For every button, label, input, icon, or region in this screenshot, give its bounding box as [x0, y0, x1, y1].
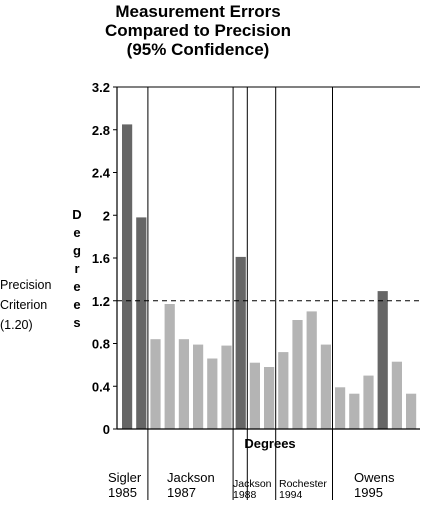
- y-axis-label-letter: r: [74, 261, 79, 276]
- chart-title-line: (95% Confidence): [127, 40, 270, 59]
- x-axis-label: Degrees: [244, 436, 295, 451]
- group-label: Jackson: [167, 470, 215, 485]
- reference-line-label: Criterion: [0, 298, 47, 312]
- bar-3-1: [264, 367, 275, 429]
- group-label-year: 1987: [167, 485, 196, 500]
- group-label-year: 1994: [279, 489, 303, 500]
- group-label-year: 1988: [233, 489, 257, 500]
- y-tick-label: 1.2: [92, 294, 110, 309]
- bar-1-5: [221, 345, 232, 429]
- y-axis-label-letter: g: [73, 243, 81, 258]
- y-axis-label-letter: s: [73, 315, 80, 330]
- group-labels: Sigler1985Jackson1987Jackson1988Rocheste…: [108, 470, 395, 501]
- group-label-year: 1995: [354, 485, 383, 500]
- x-axis-label: Degrees: [244, 436, 295, 451]
- y-ticks: 0 0.4 0.8 1.2 1.6 2 2.4 2.8 3.2: [92, 80, 117, 437]
- reference-line-group: Precision Criterion (1.20): [0, 278, 420, 332]
- group-label: Jackson: [233, 478, 272, 490]
- y-tick-label: 0: [103, 422, 110, 437]
- y-tick-label: 2.4: [92, 166, 111, 181]
- y-axis-label-letter: e: [73, 297, 80, 312]
- y-tick-label: 2: [103, 208, 110, 223]
- bar-4-3: [320, 344, 331, 429]
- bar-5-5: [406, 393, 417, 429]
- y-tick-label: 0.8: [92, 337, 110, 352]
- bar-5-4: [391, 361, 402, 429]
- bar-0-0: [122, 124, 133, 430]
- bar-5-1: [349, 393, 360, 429]
- chart-title-line: Compared to Precision: [105, 21, 291, 40]
- bar-5-0: [335, 387, 346, 429]
- bar-4-0: [278, 352, 289, 429]
- group-separators: [147, 87, 333, 500]
- bar-1-4: [207, 358, 218, 429]
- bar-1-1: [164, 304, 175, 429]
- bar-1-0: [150, 339, 161, 429]
- bar-1-3: [193, 344, 204, 429]
- bar-2-0: [235, 256, 246, 429]
- bar-1-2: [178, 339, 189, 429]
- bar-0-1: [136, 217, 147, 429]
- reference-line-label: Precision: [0, 278, 51, 292]
- bars: [122, 124, 417, 430]
- y-tick-label: 0.4: [92, 379, 111, 394]
- chart-title-line: Measurement Errors: [115, 2, 280, 21]
- reference-line-label: (1.20): [0, 318, 33, 332]
- group-label-year: 1985: [108, 485, 137, 500]
- bar-4-1: [292, 320, 303, 429]
- bar-5-2: [363, 375, 374, 429]
- y-axis-label-letter: e: [73, 279, 80, 294]
- bar-4-2: [306, 311, 317, 429]
- y-axis-label: Degrees: [72, 207, 81, 330]
- y-tick-label: 1.6: [92, 251, 110, 266]
- group-label: Rochester: [279, 478, 327, 490]
- bar-3-0: [249, 362, 260, 429]
- group-label: Owens: [354, 470, 395, 485]
- group-label: Sigler: [108, 470, 142, 485]
- y-axis-label-letter: D: [72, 207, 81, 222]
- y-tick-label: 3.2: [92, 80, 110, 95]
- y-axis-label-letter: e: [73, 225, 80, 240]
- bar-5-3: [377, 291, 388, 429]
- y-tick-label: 2.8: [92, 123, 110, 138]
